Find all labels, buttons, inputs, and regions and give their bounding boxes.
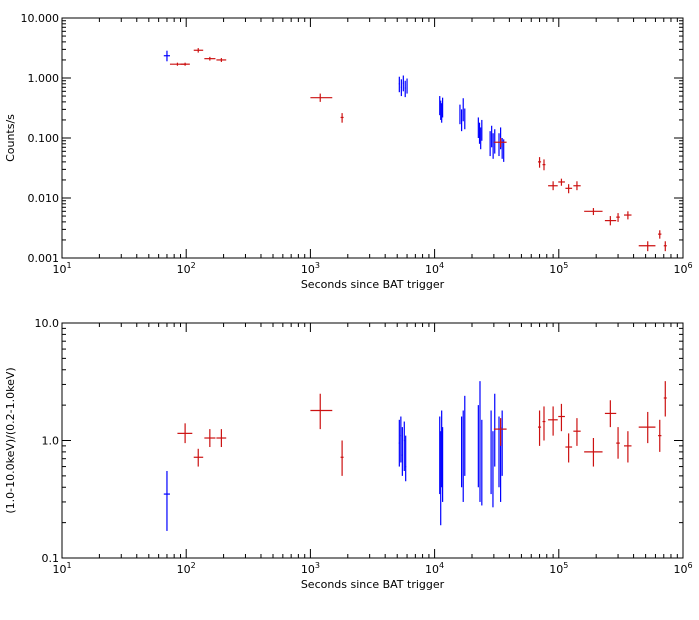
x-tick-label: 105 bbox=[549, 561, 568, 576]
y-axis-title: (1.0-10.0keV)/(0.2-1.0keV) bbox=[4, 367, 17, 513]
data-point bbox=[663, 241, 667, 252]
data-point bbox=[616, 213, 620, 222]
data-point bbox=[216, 58, 227, 62]
data-point bbox=[584, 208, 603, 216]
data-point bbox=[537, 410, 542, 446]
wt-series bbox=[177, 381, 667, 476]
y-tick-label: 0.100 bbox=[28, 132, 60, 145]
data-point bbox=[558, 178, 565, 186]
data-point bbox=[310, 93, 333, 102]
plot-frame bbox=[61, 17, 684, 259]
pc-series bbox=[163, 381, 503, 531]
data-point bbox=[204, 429, 216, 448]
x-tick-label: 101 bbox=[52, 561, 71, 576]
y-tick-label: 0.1 bbox=[42, 552, 60, 565]
data-point bbox=[658, 419, 662, 452]
x-tick-label: 103 bbox=[301, 261, 320, 276]
pc-series bbox=[163, 50, 505, 162]
data-point bbox=[403, 421, 405, 472]
x-tick-label: 101 bbox=[52, 261, 71, 276]
data-point bbox=[616, 427, 620, 459]
x-axis-title: Seconds since BAT trigger bbox=[301, 578, 445, 591]
x-tick-label: 105 bbox=[549, 261, 568, 276]
data-point bbox=[163, 471, 170, 531]
data-point bbox=[402, 75, 404, 92]
data-point bbox=[340, 113, 344, 123]
data-point bbox=[658, 230, 662, 239]
x-tick-label: 104 bbox=[425, 561, 444, 576]
data-point bbox=[310, 393, 333, 430]
data-point bbox=[204, 56, 216, 61]
data-point bbox=[216, 429, 227, 448]
x-tick-label: 102 bbox=[177, 561, 196, 576]
data-point bbox=[548, 406, 558, 436]
x-tick-label: 104 bbox=[425, 261, 444, 276]
x-axis-title: Seconds since BAT trigger bbox=[301, 278, 445, 291]
plot-frame bbox=[61, 322, 684, 559]
y-axis-title: Counts/s bbox=[4, 114, 17, 162]
data-point bbox=[604, 400, 617, 428]
y-tick-label: 0.010 bbox=[28, 192, 60, 205]
y-tick-label: 1.0 bbox=[42, 435, 60, 448]
y-tick-label: 0.001 bbox=[28, 252, 60, 265]
data-point bbox=[548, 181, 558, 191]
y-tick-label: 10.0 bbox=[35, 317, 60, 330]
data-point bbox=[406, 78, 408, 94]
data-point bbox=[405, 435, 407, 482]
data-point bbox=[340, 440, 344, 476]
data-point bbox=[542, 159, 546, 171]
y-tick-label: 10.000 bbox=[21, 12, 60, 25]
data-point bbox=[163, 50, 170, 62]
x-tick-label: 103 bbox=[301, 561, 320, 576]
data-point bbox=[398, 419, 400, 467]
data-point bbox=[193, 448, 204, 467]
data-point bbox=[573, 418, 581, 446]
data-point bbox=[573, 181, 581, 191]
y-tick-label: 1.000 bbox=[28, 72, 60, 85]
data-point bbox=[565, 433, 573, 463]
data-point bbox=[493, 418, 507, 446]
data-point bbox=[193, 48, 204, 53]
data-point bbox=[400, 416, 402, 463]
data-point bbox=[401, 427, 403, 476]
hardness-ratio-panel: 101 102 103 104 105 106 0.1 1.0 10.0 Seconds sinc… bbox=[4, 317, 693, 591]
data-point bbox=[493, 138, 507, 148]
data-point bbox=[638, 411, 656, 444]
count-rate-panel: 101 102 103 104 105 106 0.001 0.010 0.100 1.000 10… bbox=[4, 12, 693, 291]
data-point bbox=[584, 438, 603, 467]
data-point bbox=[604, 216, 617, 226]
data-point bbox=[663, 381, 667, 417]
x-tick-label: 106 bbox=[673, 561, 692, 576]
x-tick-label: 102 bbox=[177, 261, 196, 276]
x-tick-label: 106 bbox=[673, 261, 692, 276]
data-point bbox=[537, 157, 542, 168]
data-point bbox=[542, 406, 546, 441]
data-point bbox=[177, 423, 193, 444]
data-point bbox=[398, 76, 400, 93]
wt-series bbox=[169, 48, 667, 252]
data-point bbox=[565, 184, 573, 194]
data-point bbox=[624, 211, 632, 220]
data-point bbox=[404, 80, 406, 98]
data-point bbox=[400, 79, 402, 97]
data-point bbox=[558, 403, 565, 432]
data-point bbox=[624, 431, 632, 463]
data-point bbox=[180, 62, 190, 66]
data-point bbox=[638, 241, 656, 252]
